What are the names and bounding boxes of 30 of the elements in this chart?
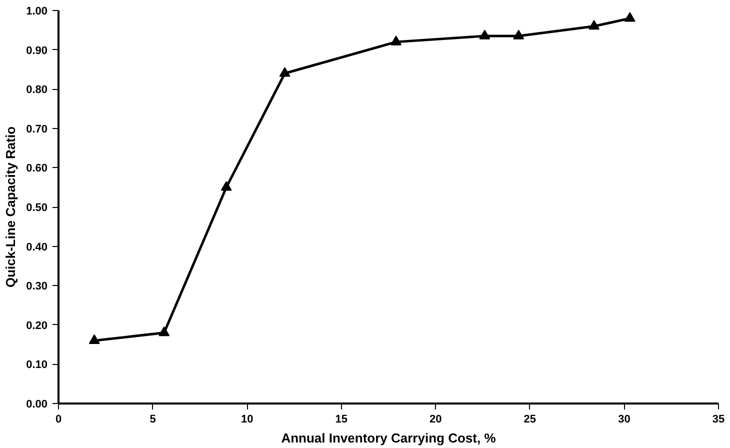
y-tick-label: 0.50 <box>26 202 48 214</box>
y-tick-label: 1.00 <box>26 6 48 18</box>
x-tick-label: 15 <box>335 414 348 426</box>
point <box>88 334 100 344</box>
y-axis-title: Quick-Line Capacity Ratio <box>3 126 18 288</box>
y-tick-label: 0.80 <box>26 84 48 96</box>
x-tick-label: 5 <box>150 414 156 426</box>
x-tick-label: 0 <box>55 414 62 426</box>
point <box>158 326 170 336</box>
x-tick-label: 20 <box>430 414 442 426</box>
x-tick-label: 30 <box>618 414 630 426</box>
point <box>513 30 524 40</box>
x-tick-label: 10 <box>240 414 254 426</box>
point <box>588 20 600 30</box>
y-tick-label: 0.40 <box>26 241 48 254</box>
y-tick-label: 0.30 <box>26 280 48 293</box>
y-tick-label: 0.60 <box>26 162 48 175</box>
point <box>220 181 232 191</box>
point <box>279 67 290 77</box>
y-tick-label: 0.90 <box>26 44 48 57</box>
point <box>624 12 636 22</box>
x-tick-label: 35 <box>712 414 725 426</box>
point <box>390 36 402 46</box>
x-tick-label: 25 <box>524 414 536 426</box>
point <box>479 30 490 40</box>
y-tick-label: 0.20 <box>26 320 48 332</box>
y-tick-label: 0.10 <box>26 359 48 372</box>
y-tick-label: 0.00 <box>26 398 48 410</box>
x-axis-title: Annual Inventory Carrying Cost, % <box>281 430 496 446</box>
y-tick-label: 0.70 <box>26 123 48 136</box>
